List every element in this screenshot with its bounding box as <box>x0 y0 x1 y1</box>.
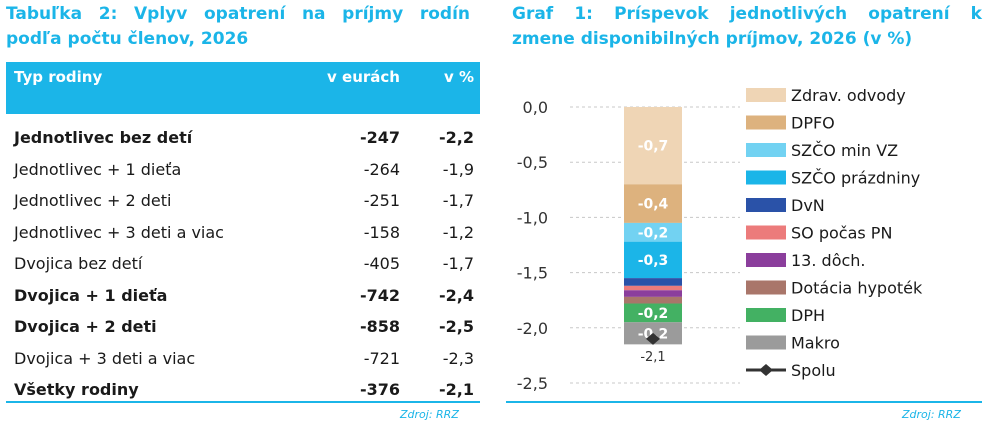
legend-label: SZČO prázdniny <box>791 169 920 188</box>
chart-title: Graf 1: Príspevok jednotlivých opatrení … <box>512 2 982 52</box>
row-pct: -2,5 <box>439 317 474 336</box>
family-income-table: Typ rodiny v eurách v % Jednotlivec bez … <box>6 62 480 406</box>
bar-segment <box>624 285 682 291</box>
bar-data-label: -0,7 <box>638 139 669 155</box>
row-pct: -1,2 <box>442 222 474 242</box>
table-title: Tabuľka 2: Vplyv opatrení na príjmy rodí… <box>6 2 470 52</box>
legend-swatch <box>746 170 786 185</box>
row-pct: -2,3 <box>442 348 474 368</box>
chart-title-line2: zmene disponibilných príjmov, 2026 (v %) <box>512 29 913 49</box>
table-row: Jednotlivec + 2 deti -251 -1,7 <box>6 185 480 217</box>
legend-swatch <box>746 280 786 295</box>
bar-data-label: -0,4 <box>638 197 669 213</box>
row-name: Všetky rodiny <box>14 380 139 399</box>
legend-swatch <box>746 88 786 102</box>
legend-label: SZČO min VZ <box>791 141 898 160</box>
legend-swatch <box>746 115 786 130</box>
row-name: Jednotlivec bez detí <box>14 128 193 147</box>
table-body: Jednotlivec bez detí -247 -2,2 Jednotlivec … <box>6 122 480 406</box>
bar-segment <box>624 303 682 323</box>
table-row: Dvojica + 3 deti a viac -721 -2,3 <box>6 343 480 375</box>
legend-label: Makro <box>791 334 840 353</box>
row-name: Jednotlivec + 3 deti a viac <box>14 222 224 242</box>
row-pct: -2,4 <box>439 285 474 305</box>
row-name: Dvojica + 1 dieťa <box>14 285 168 305</box>
y-tick-label: 0,0 <box>523 98 548 117</box>
total-marker <box>646 332 660 345</box>
row-eur: -721 <box>363 348 400 368</box>
row-pct: -2,2 <box>439 128 474 147</box>
header-pct: v % <box>443 68 474 86</box>
legend-label: DvN <box>791 196 825 215</box>
y-tick-label: -2,5 <box>517 374 548 393</box>
bar-segment <box>624 222 682 242</box>
row-name: Dvojica + 2 deti <box>14 317 157 336</box>
legend-swatch <box>746 335 786 350</box>
legend-label: Spolu <box>791 361 836 380</box>
table-row: Jednotlivec bez detí -247 -2,2 <box>6 122 480 154</box>
stacked-bar-chart: 0,0 -0,5 -1,0 -1,5 -2,0 -2,5 -0,7 -0,4 -0,2 -0,3… <box>517 86 923 393</box>
table-bottom-rule <box>6 401 480 403</box>
bar-data-label: -0,3 <box>638 253 669 269</box>
row-eur: -158 <box>363 222 400 242</box>
table-row: Dvojica + 1 dieťa -742 -2,4 <box>6 280 480 312</box>
legend-swatch <box>746 308 786 322</box>
bar-segment <box>624 290 682 297</box>
legend-swatch <box>746 143 786 157</box>
bar-segment <box>624 107 682 185</box>
bar-segment <box>624 278 682 286</box>
legend-label: Dotácia hypoték <box>791 279 923 298</box>
row-pct: -2,1 <box>439 380 474 399</box>
legend-label: Zdrav. odvody <box>791 86 906 105</box>
table-row: Dvojica + 2 deti -858 -2,5 <box>6 311 480 343</box>
legend-swatch <box>746 198 786 212</box>
row-pct: -1,7 <box>442 191 474 210</box>
table-title-line2: podľa počtu členov, 2026 <box>6 29 249 49</box>
table-row: Jednotlivec + 3 deti a viac -158 -1,2 <box>6 217 480 249</box>
y-tick-label: -0,5 <box>517 153 548 172</box>
row-eur: -247 <box>359 128 400 147</box>
y-tick-label: -1,0 <box>517 208 548 227</box>
legend-swatch <box>746 225 786 240</box>
bar-data-label: -0,2 <box>638 225 669 241</box>
row-pct: -1,7 <box>442 254 474 273</box>
legend-label: DPFO <box>791 114 835 133</box>
total-data-label: -2,1 <box>640 350 665 365</box>
header-eur: v eurách <box>327 68 400 86</box>
table-row: Jednotlivec + 1 dieťa -264 -1,9 <box>6 154 480 186</box>
row-name: Jednotlivec + 2 deti <box>14 191 172 210</box>
row-eur: -742 <box>359 285 400 305</box>
row-eur: -858 <box>359 317 400 336</box>
table-header: Typ rodiny v eurách v % <box>6 62 480 114</box>
chart-source: Zdroj: RRZ <box>902 408 961 421</box>
legend-label: DPH <box>791 306 825 325</box>
table-row: Dvojica bez detí -405 -1,7 <box>6 248 480 280</box>
table-source: Zdroj: RRZ <box>400 408 459 421</box>
chart-bottom-rule <box>506 401 982 403</box>
bar-stack: -0,7-0,4-0,2-0,3-0,2-0,2-2,1 <box>624 107 682 365</box>
bar-data-label: -0,2 <box>638 306 669 322</box>
row-eur: -251 <box>363 191 400 210</box>
bar-segment <box>624 296 682 304</box>
header-family-type: Typ rodiny <box>14 68 103 86</box>
legend-label: SO počas PN <box>791 224 892 243</box>
row-name: Jednotlivec + 1 dieťa <box>14 159 182 179</box>
row-eur: -376 <box>359 380 400 399</box>
row-eur: -405 <box>363 254 400 273</box>
legend: Zdrav. odvody DPFO SZČO min VZ SZČO prázdni… <box>746 86 923 380</box>
row-pct: -1,9 <box>442 159 474 179</box>
row-name: Dvojica bez detí <box>14 254 143 273</box>
legend-total-marker <box>759 364 773 376</box>
row-eur: -264 <box>363 159 400 179</box>
bar-segment <box>624 241 682 279</box>
legend-label: 13. dôch. <box>791 251 866 270</box>
table-title-line1: Tabuľka 2: Vplyv opatrení na príjmy rodí… <box>6 4 470 24</box>
legend-swatch <box>746 253 786 267</box>
chart-title-line1: Graf 1: Príspevok jednotlivých opatrení … <box>512 4 982 24</box>
y-tick-label: -1,5 <box>517 264 548 283</box>
bar-segment <box>624 184 682 223</box>
y-tick-label: -2,0 <box>517 319 548 338</box>
row-name: Dvojica + 3 deti a viac <box>14 348 196 368</box>
table-row: Všetky rodiny -376 -2,1 <box>6 374 480 406</box>
